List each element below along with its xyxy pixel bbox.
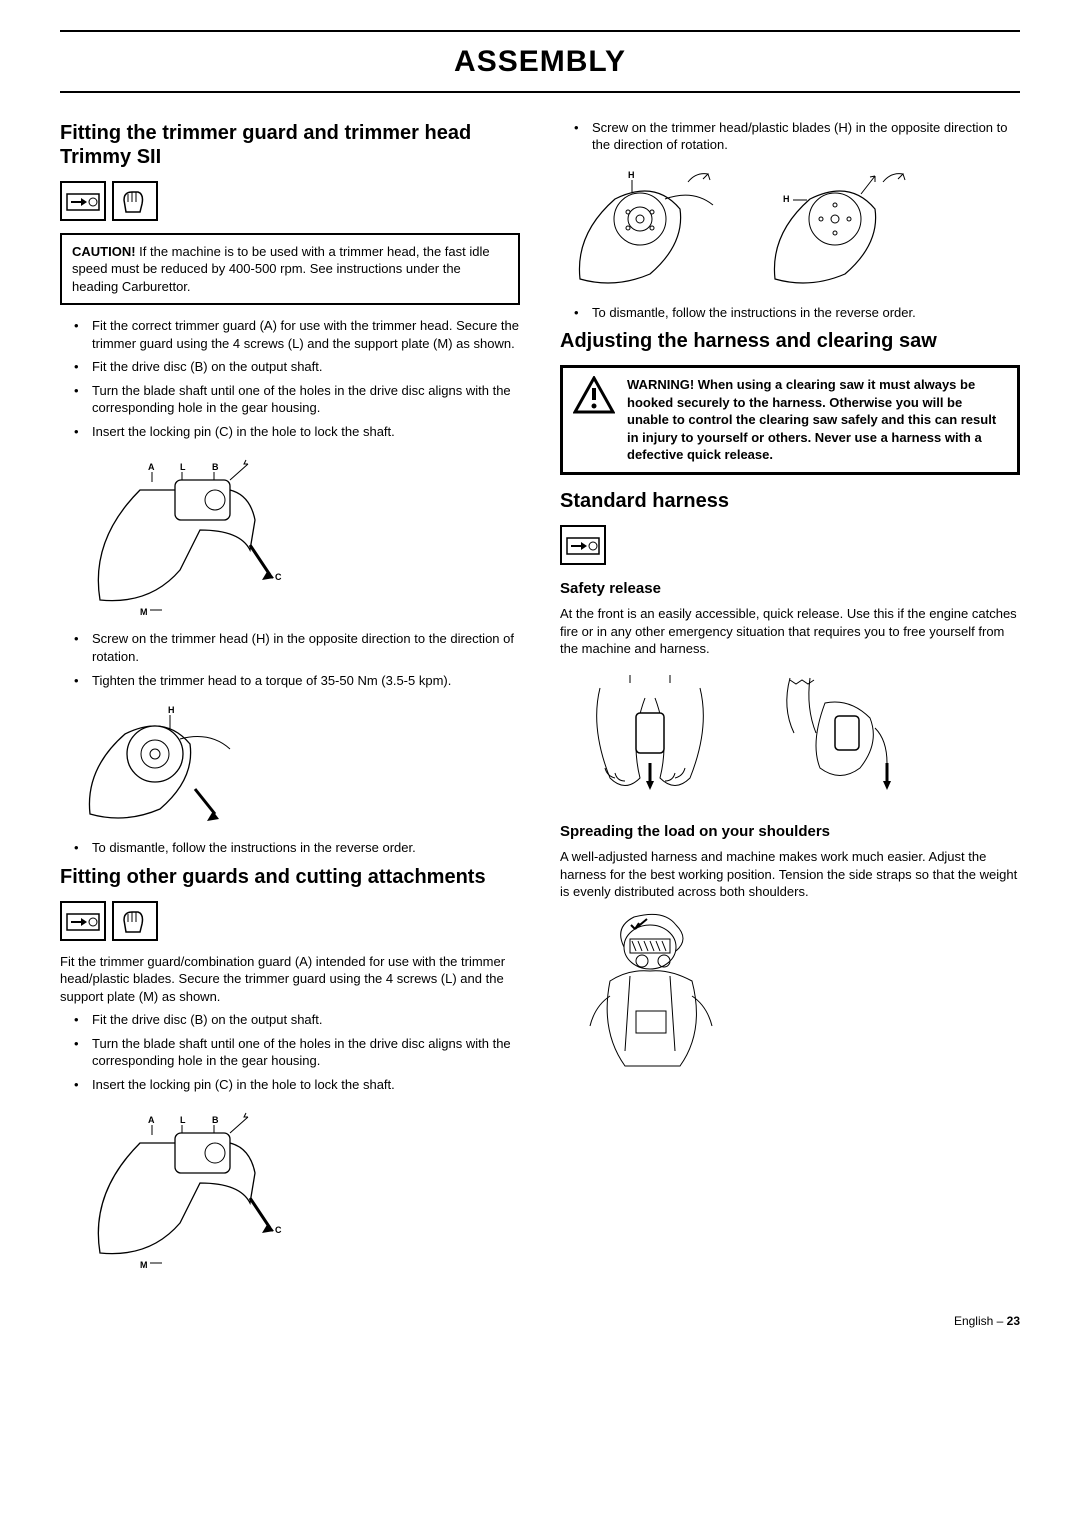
footer-sep: – — [993, 1314, 1006, 1328]
page-title: ASSEMBLY — [60, 38, 1020, 93]
heading-fitting-trimmer-guard: Fitting the trimmer guard and trimmer he… — [60, 121, 520, 169]
page-footer: English – 23 — [60, 1313, 1020, 1329]
bullet-list-r2: To dismantle, follow the instructions in… — [574, 304, 1020, 322]
label-A: A — [148, 1115, 155, 1125]
manual-icon — [60, 181, 106, 221]
footer-lang: English — [954, 1314, 993, 1328]
bullet-list-3: To dismantle, follow the instructions in… — [74, 839, 520, 857]
caution-text: If the machine is to be used with a trim… — [72, 244, 490, 294]
caution-box: CAUTION! If the machine is to be used wi… — [60, 233, 520, 306]
bullet-list-1: Fit the correct trimmer guard (A) for us… — [74, 317, 520, 440]
label-M: M — [140, 1260, 148, 1270]
label-B: B — [212, 462, 219, 472]
diagram-dual-heads: H H — [570, 164, 1020, 294]
paragraph: Fit the trimmer guard/combination guard … — [60, 953, 520, 1006]
subheading-safety-release: Safety release — [560, 579, 1020, 599]
manual-icon — [60, 901, 106, 941]
paragraph: At the front is an easily accessible, qu… — [560, 605, 1020, 658]
label-C: C — [275, 572, 282, 582]
diagram-safety-release — [570, 668, 1020, 808]
bullet-list-r1: Screw on the trimmer head/plastic blades… — [574, 119, 1020, 154]
heading-fitting-other-guards: Fitting other guards and cutting attachm… — [60, 865, 520, 889]
label-B: B — [212, 1115, 219, 1125]
warning-icon — [573, 376, 615, 414]
list-item: Insert the locking pin (C) in the hole t… — [74, 1076, 520, 1094]
list-item: Insert the locking pin (C) in the hole t… — [74, 423, 520, 441]
left-column: Fitting the trimmer guard and trimmer he… — [60, 113, 520, 1284]
label-H: H — [168, 705, 175, 715]
heading-adjusting-harness: Adjusting the harness and clearing saw — [560, 329, 1020, 353]
list-item: To dismantle, follow the instructions in… — [574, 304, 1020, 322]
warning-text: WARNING! When using a clearing saw it mu… — [627, 376, 1007, 464]
list-item: Tighten the trimmer head to a torque of … — [74, 672, 520, 690]
right-column: Screw on the trimmer head/plastic blades… — [560, 113, 1020, 1284]
list-item: Fit the drive disc (B) on the output sha… — [74, 358, 520, 376]
list-item: Fit the drive disc (B) on the output sha… — [74, 1011, 520, 1029]
list-item: Fit the correct trimmer guard (A) for us… — [74, 317, 520, 352]
list-item: To dismantle, follow the instructions in… — [74, 839, 520, 857]
diagram-shoulder-load — [570, 911, 1020, 1081]
caution-label: CAUTION! — [72, 244, 136, 259]
warning-box: WARNING! When using a clearing saw it mu… — [560, 365, 1020, 475]
label-C: C — [275, 1225, 282, 1235]
bullet-list-4: Fit the drive disc (B) on the output sha… — [74, 1011, 520, 1093]
label-H: H — [628, 170, 635, 180]
bullet-list-2: Screw on the trimmer head (H) in the opp… — [74, 630, 520, 689]
label-L: L — [180, 462, 186, 472]
paragraph: A well-adjusted harness and machine make… — [560, 848, 1020, 901]
label-L: L — [180, 1115, 186, 1125]
heading-standard-harness: Standard harness — [560, 489, 1020, 513]
list-item: Turn the blade shaft until one of the ho… — [74, 1035, 520, 1070]
label-H: H — [783, 194, 790, 204]
label-M: M — [140, 607, 148, 617]
diagram-guard-assembly-2: A L B C M — [80, 1103, 520, 1273]
gloves-icon — [112, 901, 158, 941]
gloves-icon — [112, 181, 158, 221]
diagram-guard-assembly-1: A L B C M — [80, 450, 520, 620]
diagram-trimmer-head: H — [80, 699, 520, 829]
list-item: Turn the blade shaft until one of the ho… — [74, 382, 520, 417]
manual-icon — [560, 525, 606, 565]
list-item: Screw on the trimmer head (H) in the opp… — [74, 630, 520, 665]
footer-page: 23 — [1007, 1314, 1020, 1328]
subheading-spreading-load: Spreading the load on your shoulders — [560, 822, 1020, 842]
label-A: A — [148, 462, 155, 472]
list-item: Screw on the trimmer head/plastic blades… — [574, 119, 1020, 154]
